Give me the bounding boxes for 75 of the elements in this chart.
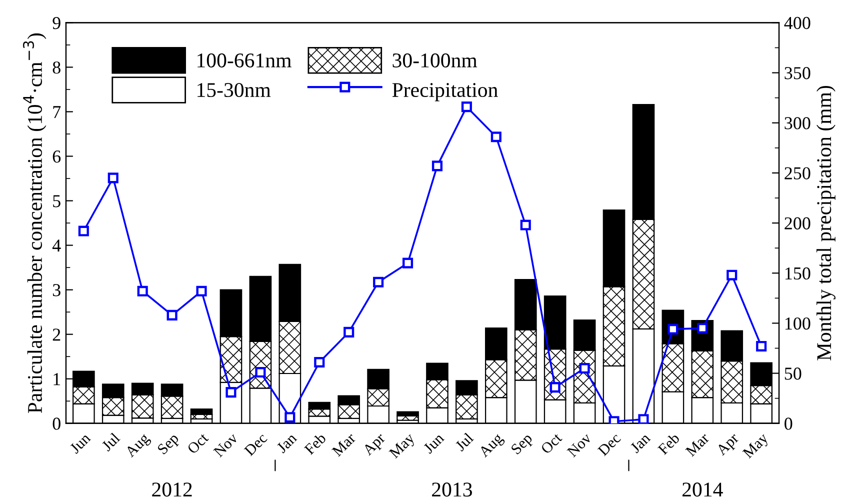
x-tick-label: Jan [276, 432, 298, 454]
y-tick-label: 0 [52, 418, 60, 430]
x-tick-label: Jun [69, 432, 92, 454]
x-tick-label: May [388, 432, 418, 461]
x-tick-label: Sep [156, 432, 182, 457]
y2-tick-label: 350 [784, 67, 810, 80]
point [255, 366, 266, 378]
y-tick-label: 4 [52, 240, 61, 252]
x-tick-label: Jul [454, 432, 474, 452]
point [196, 286, 207, 296]
point [314, 356, 325, 368]
x-tick-label: Feb [657, 432, 680, 456]
point [432, 160, 443, 172]
point [137, 286, 148, 296]
x-tick-label: Sep [510, 432, 535, 457]
y2-axis-title: Monthly total precipitation (mm) [816, 86, 836, 360]
x-tick-label: Jul [100, 432, 121, 452]
point [638, 414, 649, 424]
legend-label: Precipitation [392, 83, 498, 102]
legend-label: 100-661nm [198, 53, 292, 68]
x-tick-label: Mar [685, 432, 710, 457]
point [726, 270, 738, 280]
point [520, 220, 531, 230]
x-tick-label: Feb [303, 432, 327, 456]
point [166, 310, 178, 320]
y2-tick-label: 100 [785, 317, 810, 330]
y2-tick-label: 300 [784, 117, 810, 130]
x-tick-label: Oct [540, 432, 563, 454]
y-tick-label: 8 [52, 61, 60, 74]
x-tick-label: Dec [244, 432, 268, 456]
point [373, 276, 384, 288]
text: 2013 [432, 482, 472, 497]
text: 2014 [682, 482, 723, 497]
y-tick-label: 5 [53, 195, 60, 208]
point [78, 226, 89, 236]
point [756, 340, 767, 352]
x-tick-label: Nov [213, 432, 239, 458]
point [579, 362, 590, 374]
point [461, 102, 472, 112]
y-tick-label: 1 [54, 373, 60, 386]
x-tick-label: Dec [597, 432, 622, 456]
text: 2012 [152, 482, 192, 497]
x-tick-label: Aug [478, 432, 506, 460]
y-tick-label: 2 [52, 328, 60, 341]
point [108, 172, 118, 184]
x-tick-label: Oct [186, 432, 210, 454]
x-tick-label: Apr [716, 432, 742, 458]
x-tick-label: May [742, 432, 772, 461]
x-tick-label: Nov [566, 432, 592, 458]
x-tick-label: Mar [332, 432, 356, 457]
x-tick-label: Jan [630, 432, 651, 454]
y2-tick-label: 400 [784, 16, 810, 30]
y-tick-label: 7 [53, 106, 61, 118]
y-tick-label: 6 [52, 150, 61, 163]
y2-tick-label: 50 [784, 368, 802, 380]
y2-tick-label: 200 [784, 217, 810, 230]
y2-tick-label: 250 [784, 167, 810, 180]
x-tick-label: Aug [124, 432, 152, 460]
y-axis-title: Particulate number concentration (10$^{4}$·cm$^{−3}$) [23, 33, 46, 414]
legend-label: 15-30nm [198, 82, 271, 98]
point [550, 382, 560, 393]
y-tick-label: 3 [52, 284, 60, 296]
legend-label: 30-100nm [392, 53, 478, 68]
point [490, 132, 502, 142]
point [697, 322, 708, 334]
x-tick-label: Apr [362, 432, 388, 458]
point [344, 326, 354, 338]
y-tick-label: 9 [52, 16, 60, 30]
y2-tick-label: 150 [785, 267, 810, 280]
y2-tick-label: 0 [784, 418, 792, 430]
point [402, 258, 414, 268]
x-tick-label: Jun [422, 432, 445, 454]
point [226, 387, 236, 398]
bar [190, 408, 213, 416]
point [284, 412, 296, 423]
